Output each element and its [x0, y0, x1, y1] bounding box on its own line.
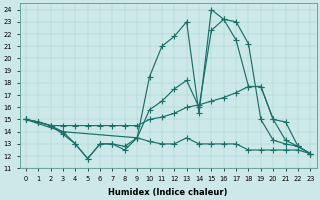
- X-axis label: Humidex (Indice chaleur): Humidex (Indice chaleur): [108, 188, 228, 197]
